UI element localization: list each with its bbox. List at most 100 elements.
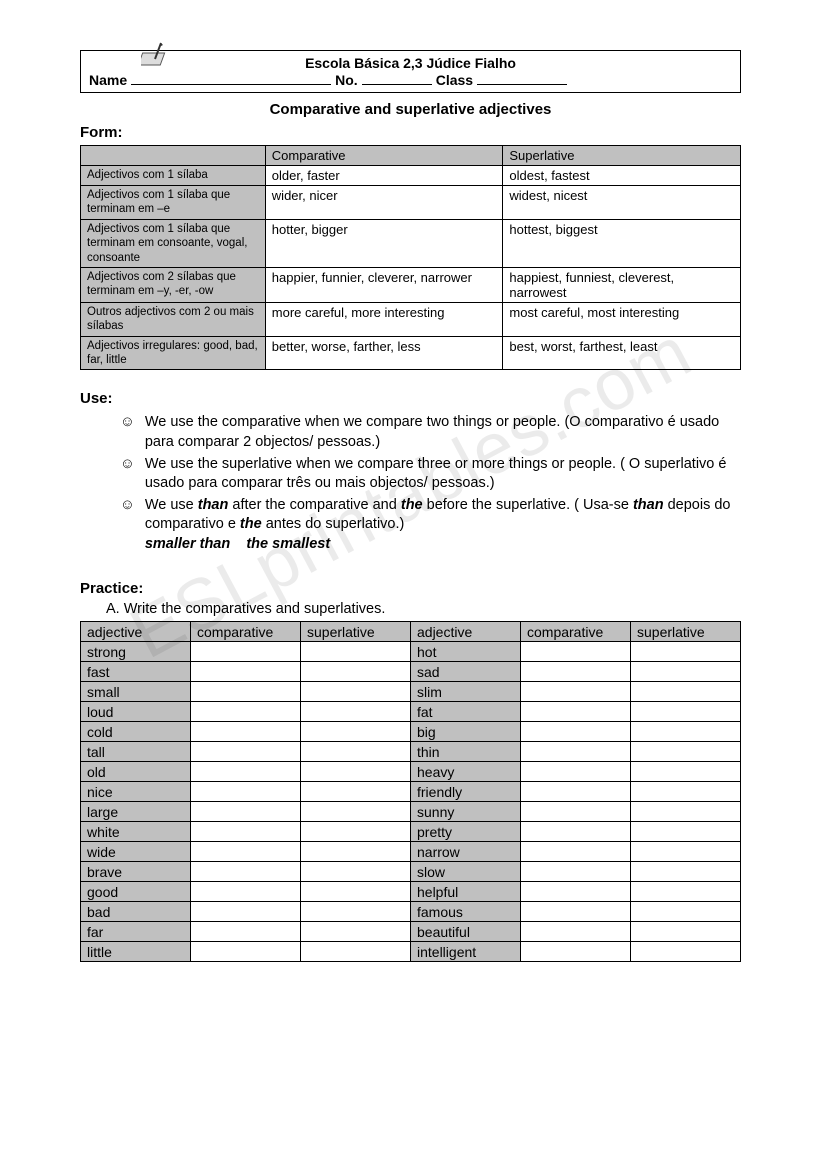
form-row-sup: happiest, funniest, cleverest, narrowest — [503, 267, 741, 302]
smiley-icon: ☺ — [120, 413, 135, 452]
practice-blank[interactable] — [631, 902, 741, 922]
practice-blank[interactable] — [631, 642, 741, 662]
practice-blank[interactable] — [521, 822, 631, 842]
practice-adjective: slow — [411, 862, 521, 882]
form-row-desc: Adjectivos irregulares: good, bad, far, … — [81, 336, 266, 370]
practice-blank[interactable] — [191, 862, 301, 882]
practice-blank[interactable] — [301, 922, 411, 942]
practice-blank[interactable] — [631, 742, 741, 762]
practice-blank[interactable] — [301, 722, 411, 742]
practice-blank[interactable] — [301, 822, 411, 842]
practice-blank[interactable] — [191, 942, 301, 962]
practice-blank[interactable] — [191, 762, 301, 782]
practice-blank[interactable] — [301, 842, 411, 862]
practice-blank[interactable] — [631, 842, 741, 862]
practice-instruction: A. Write the comparatives and superlativ… — [106, 601, 741, 617]
practice-blank[interactable] — [191, 782, 301, 802]
practice-blank[interactable] — [191, 642, 301, 662]
smiley-icon: ☺ — [120, 455, 135, 494]
form-row-sup: widest, nicest — [503, 186, 741, 220]
practice-blank[interactable] — [191, 842, 301, 862]
practice-blank[interactable] — [521, 662, 631, 682]
practice-blank[interactable] — [521, 802, 631, 822]
practice-adjective: brave — [81, 862, 191, 882]
practice-blank[interactable] — [631, 922, 741, 942]
form-row-comp: hotter, bigger — [265, 219, 503, 267]
class-blank[interactable] — [477, 71, 567, 85]
practice-row: oldheavy — [81, 762, 741, 782]
practice-blank[interactable] — [191, 822, 301, 842]
form-row-desc: Adjectivos com 2 sílabas que terminam em… — [81, 267, 266, 302]
practice-blank[interactable] — [521, 842, 631, 862]
practice-blank[interactable] — [301, 762, 411, 782]
practice-blank[interactable] — [301, 742, 411, 762]
practice-row: stronghot — [81, 642, 741, 662]
practice-adjective: cold — [81, 722, 191, 742]
practice-adjective: pretty — [411, 822, 521, 842]
practice-blank[interactable] — [191, 902, 301, 922]
practice-blank[interactable] — [521, 902, 631, 922]
practice-blank[interactable] — [191, 922, 301, 942]
practice-blank[interactable] — [301, 702, 411, 722]
header-box: Escola Básica 2,3 Júdice Fialho Name No.… — [80, 50, 741, 93]
practice-blank[interactable] — [631, 942, 741, 962]
practice-blank[interactable] — [631, 862, 741, 882]
smiley-icon: ☺ — [120, 496, 135, 555]
form-row-comp: better, worse, farther, less — [265, 336, 503, 370]
practice-blank[interactable] — [631, 802, 741, 822]
practice-blank[interactable] — [191, 882, 301, 902]
practice-adjective: loud — [81, 702, 191, 722]
form-header-sup: Superlative — [503, 146, 741, 166]
practice-adjective: strong — [81, 642, 191, 662]
practice-blank[interactable] — [631, 662, 741, 682]
practice-blank[interactable] — [301, 682, 411, 702]
practice-blank[interactable] — [191, 802, 301, 822]
practice-blank[interactable] — [191, 682, 301, 702]
practice-blank[interactable] — [301, 882, 411, 902]
practice-adjective: heavy — [411, 762, 521, 782]
practice-blank[interactable] — [631, 702, 741, 722]
name-label: Name — [89, 72, 127, 88]
practice-row: littleintelligent — [81, 942, 741, 962]
practice-blank[interactable] — [521, 862, 631, 882]
practice-blank[interactable] — [301, 862, 411, 882]
practice-blank[interactable] — [191, 702, 301, 722]
practice-blank[interactable] — [521, 642, 631, 662]
practice-blank[interactable] — [521, 942, 631, 962]
practice-blank[interactable] — [521, 782, 631, 802]
practice-blank[interactable] — [631, 722, 741, 742]
practice-blank[interactable] — [301, 902, 411, 922]
practice-blank[interactable] — [521, 882, 631, 902]
practice-blank[interactable] — [521, 922, 631, 942]
practice-blank[interactable] — [301, 802, 411, 822]
practice-row: coldbig — [81, 722, 741, 742]
practice-blank[interactable] — [521, 722, 631, 742]
practice-blank[interactable] — [631, 782, 741, 802]
practice-blank[interactable] — [191, 722, 301, 742]
form-row-sup: hottest, biggest — [503, 219, 741, 267]
no-blank[interactable] — [362, 71, 432, 85]
practice-blank[interactable] — [521, 742, 631, 762]
practice-blank[interactable] — [521, 762, 631, 782]
practice-blank[interactable] — [301, 782, 411, 802]
form-row-comp: more careful, more interesting — [265, 302, 503, 336]
worksheet-title: Comparative and superlative adjectives — [80, 101, 741, 118]
practice-blank[interactable] — [631, 762, 741, 782]
practice-blank[interactable] — [301, 642, 411, 662]
practice-blank[interactable] — [301, 942, 411, 962]
practice-row: largesunny — [81, 802, 741, 822]
school-name: Escola Básica 2,3 Júdice Fialho — [89, 55, 732, 71]
practice-blank[interactable] — [631, 882, 741, 902]
practice-header-2: superlative — [301, 622, 411, 642]
practice-blank[interactable] — [521, 702, 631, 722]
practice-blank[interactable] — [191, 662, 301, 682]
practice-blank[interactable] — [521, 682, 631, 702]
form-row: Adjectivos com 1 sílaba que terminam em … — [81, 219, 741, 267]
practice-blank[interactable] — [631, 682, 741, 702]
practice-adjective: tall — [81, 742, 191, 762]
practice-blank[interactable] — [631, 822, 741, 842]
practice-table: adjective comparative superlative adject… — [80, 621, 741, 962]
practice-blank[interactable] — [301, 662, 411, 682]
use-label: Use: — [80, 390, 741, 407]
practice-blank[interactable] — [191, 742, 301, 762]
